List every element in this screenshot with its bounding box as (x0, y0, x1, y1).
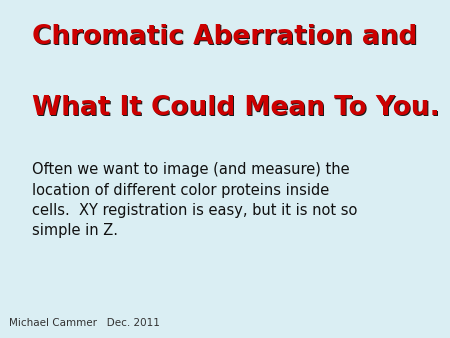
Text: Chromatic Aberration and: Chromatic Aberration and (32, 24, 417, 50)
Text: What It Could Mean To You.: What It Could Mean To You. (33, 96, 441, 122)
Text: Chromatic Aberration and: Chromatic Aberration and (33, 25, 418, 51)
Text: Often we want to image (and measure) the
location of different color proteins in: Often we want to image (and measure) the… (32, 162, 357, 238)
Text: Michael Cammer   Dec. 2011: Michael Cammer Dec. 2011 (9, 318, 160, 328)
Text: What It Could Mean To You.: What It Could Mean To You. (32, 95, 439, 121)
